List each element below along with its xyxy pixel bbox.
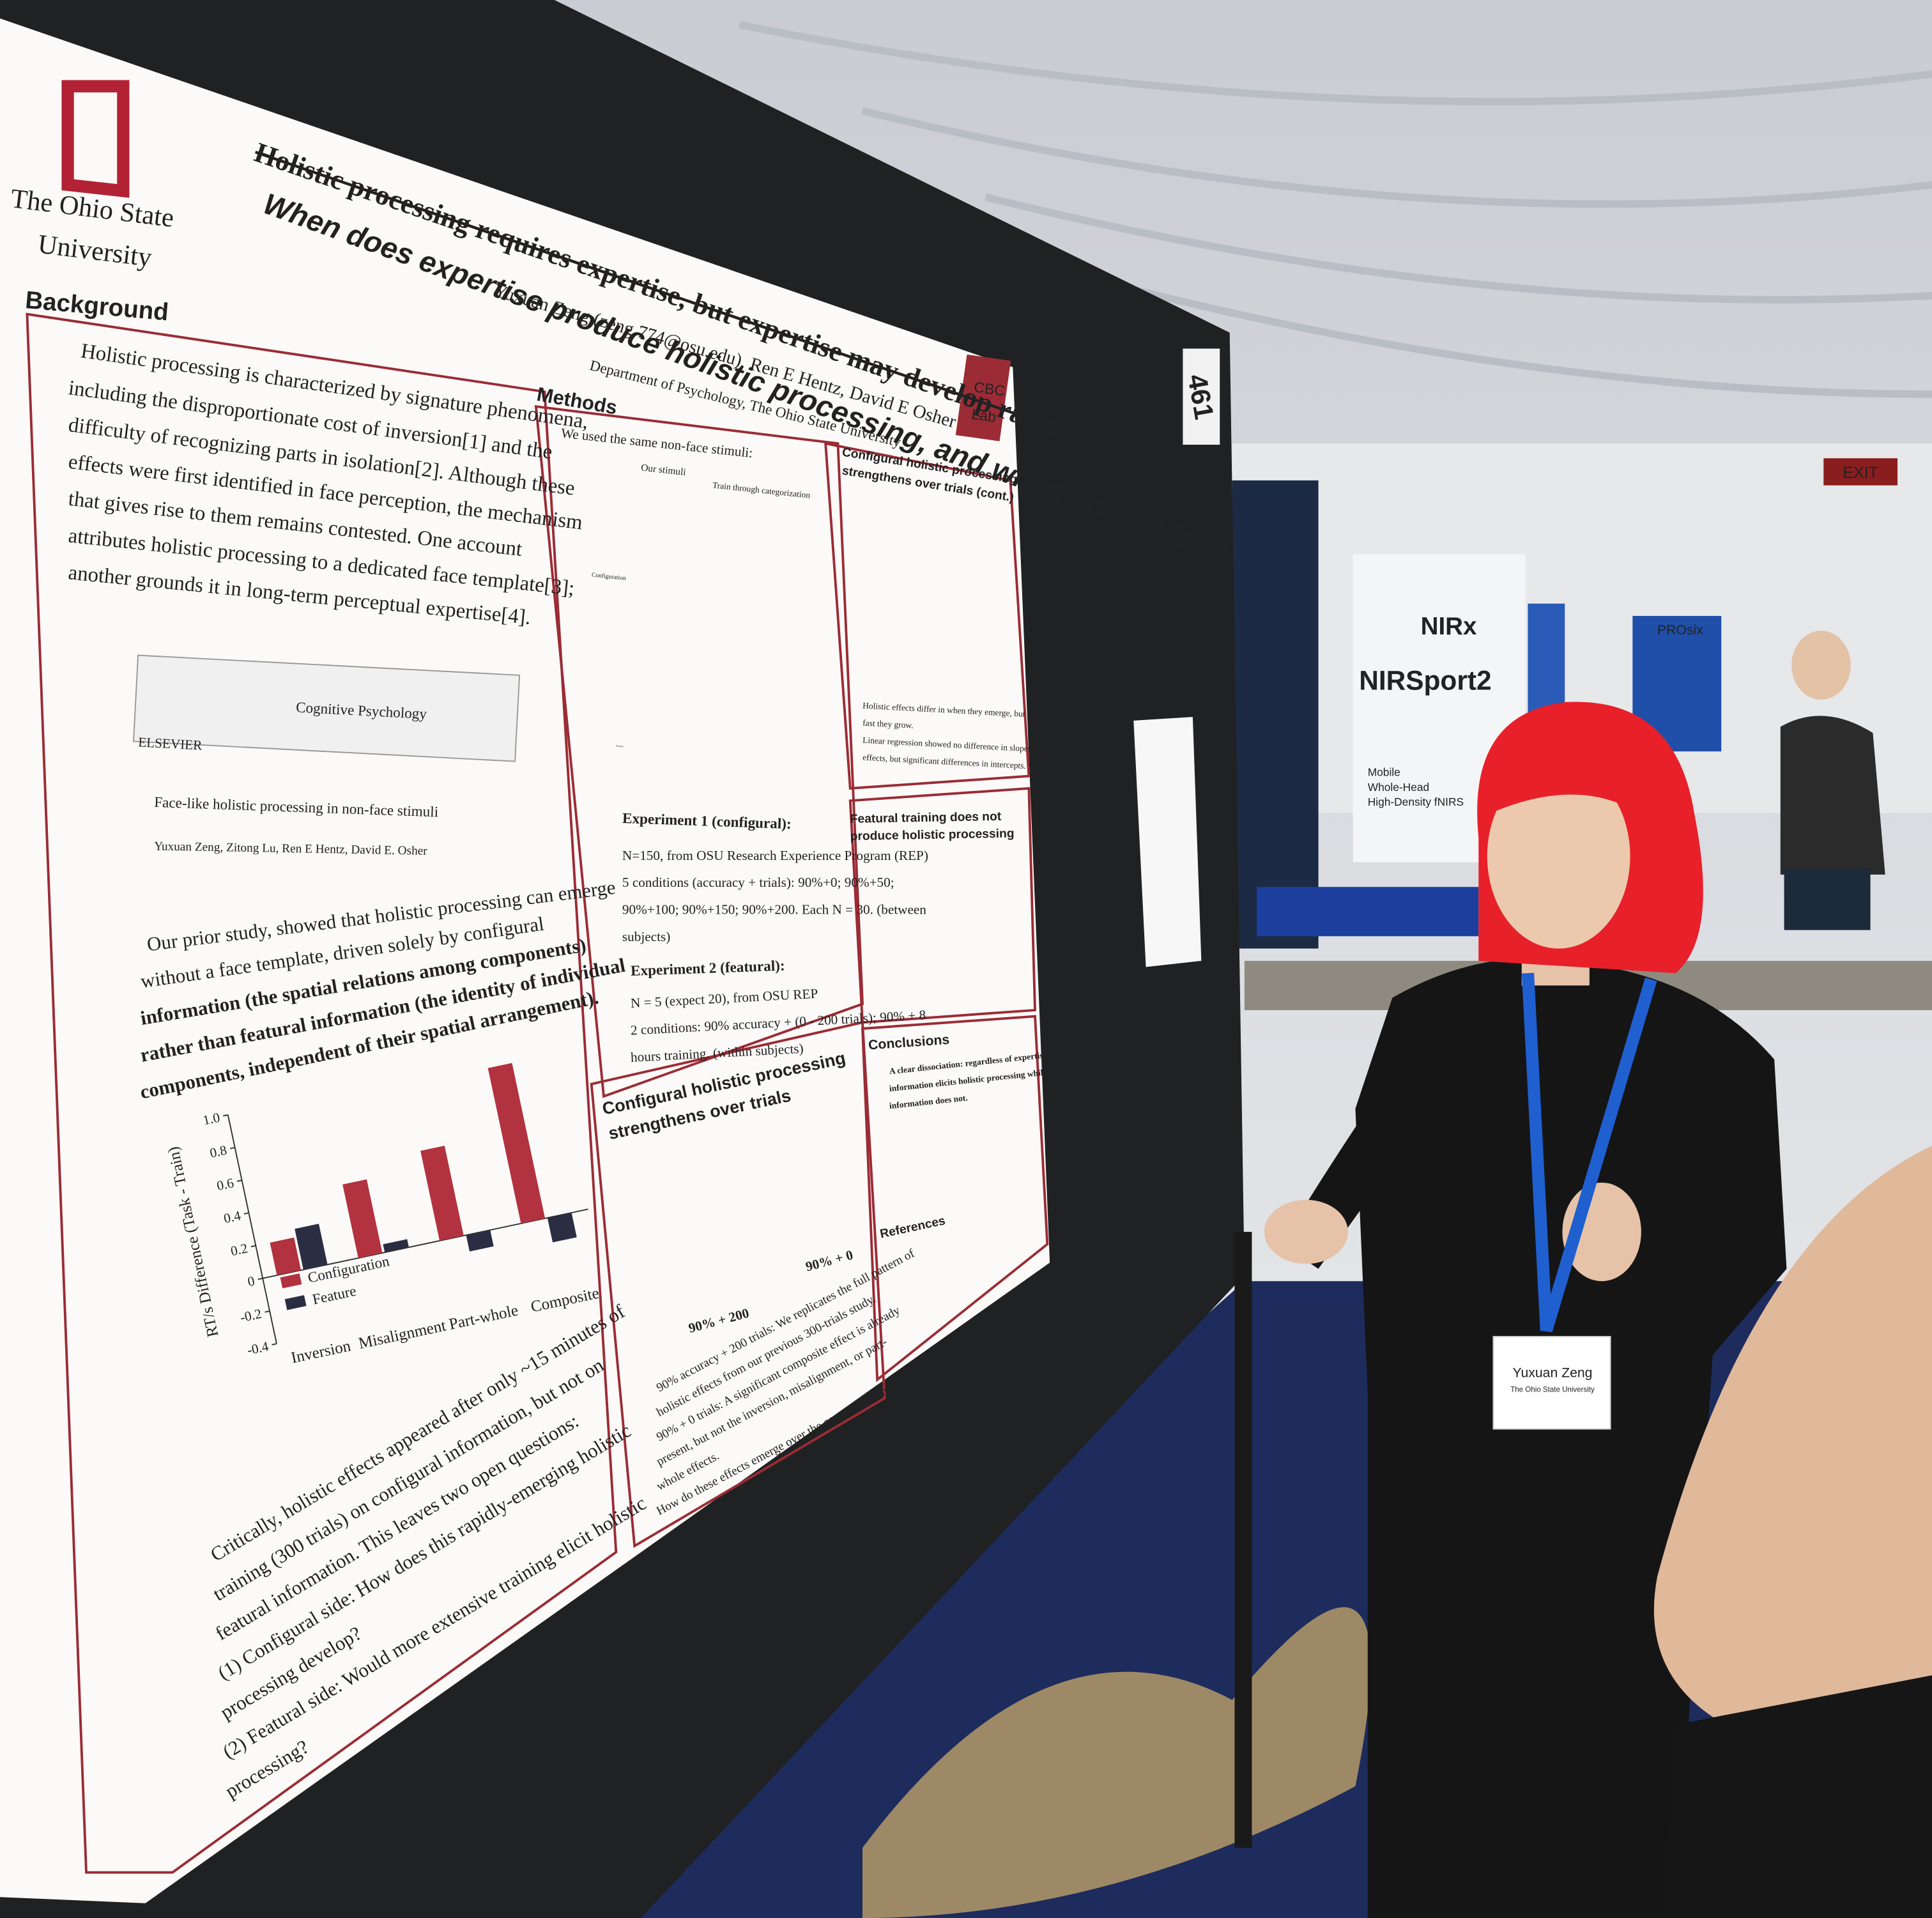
citation-box: [133, 654, 521, 762]
bar: [270, 1237, 302, 1276]
person-pants: [1784, 868, 1871, 930]
booth-brand: NIRx: [1421, 613, 1477, 640]
methods-text: Feature: [616, 744, 624, 748]
ceiling-folds: [739, 20, 1932, 398]
booth-product: NIRSport2: [1359, 666, 1491, 696]
side-banner-text: PROsix: [1657, 623, 1703, 638]
presenter-hand: [1264, 1199, 1348, 1264]
y-tick: [250, 1245, 256, 1248]
badge-affiliation: The Ohio State University: [1510, 1386, 1595, 1394]
lab-logo-text: Lab: [970, 406, 997, 426]
carpet-pattern: [862, 1607, 1371, 1918]
y-tick: [236, 1179, 242, 1182]
person-head: [1791, 631, 1851, 700]
body-text: subjects): [622, 929, 670, 944]
lab-logo-text: CBC: [973, 378, 1006, 399]
y-tick-label: 0.2: [229, 1240, 249, 1259]
bar: [383, 1239, 409, 1253]
legend-swatch: [284, 1295, 307, 1310]
fold: [1108, 279, 1932, 398]
poster: [0, 18, 1050, 1903]
y-tick: [272, 1343, 277, 1346]
featural-border: [848, 786, 1036, 1024]
body-text: N=150, from OSU Research Experience Prog…: [622, 848, 928, 863]
bar: [295, 1224, 328, 1270]
legend-swatch: [280, 1273, 302, 1289]
banner-text: High-Density fNIRS: [1368, 795, 1464, 808]
presenter-face: [1487, 763, 1630, 949]
cont-border: [824, 441, 1031, 790]
person-top: [1780, 716, 1885, 875]
banner-text: Mobile: [1368, 766, 1400, 779]
y-tick: [257, 1277, 263, 1280]
lanyard: [1521, 972, 1657, 1333]
badge-name: Yuxuan Zeng: [1513, 1366, 1593, 1381]
y-tick: [229, 1147, 235, 1149]
presenter-bangs: [1491, 749, 1639, 813]
dark-banner: [1232, 480, 1319, 949]
bar: [487, 1063, 546, 1224]
y-tick: [243, 1212, 249, 1215]
y-tick: [223, 1114, 228, 1117]
fold: [861, 107, 1932, 208]
y-tick-label: 0.4: [222, 1208, 242, 1226]
citation-publisher: ELSEVIER: [138, 734, 203, 753]
trials-border: [590, 1020, 886, 1548]
observer-arm: [1653, 1146, 1932, 1725]
left-panel-border: [26, 312, 618, 1874]
fold: [985, 193, 1932, 303]
banner-text: Whole-Head: [1368, 781, 1429, 794]
y-tick-label: 0.6: [215, 1175, 235, 1193]
bar: [420, 1146, 464, 1241]
y-axis: [227, 1114, 277, 1344]
lab-logo: [955, 354, 1011, 441]
y-tick-label: 0.8: [208, 1142, 228, 1161]
section-heading: Featural training does not: [850, 810, 1002, 826]
y-tick: [264, 1310, 270, 1313]
board-stand: [1234, 1232, 1252, 1848]
bar: [342, 1179, 383, 1259]
fold: [739, 20, 1932, 105]
exit-sign: [1823, 458, 1897, 486]
bar: [547, 1213, 577, 1243]
display-stand: [1257, 887, 1479, 937]
badge: [1492, 1335, 1611, 1430]
conclusions-border: [861, 1015, 1049, 1383]
handout-sheet: [1133, 717, 1202, 967]
body-text: 90%+100; 90%+150; 90%+200. Each N = 30. …: [622, 902, 926, 917]
bar: [466, 1230, 494, 1252]
exit-label: EXIT: [1843, 464, 1878, 482]
y-tick-label: 0: [246, 1273, 256, 1290]
body-text: 5 conditions (accuracy + trials): 90%+0;…: [622, 875, 894, 890]
methods-text: Configuration: [591, 571, 626, 582]
bullet-text: fast they grow.: [862, 718, 914, 730]
number-card: [1183, 348, 1220, 445]
y-tick-label: 1.0: [201, 1110, 221, 1128]
section-heading: produce holistic processing: [850, 827, 1014, 843]
observer-clothes: [1663, 1675, 1932, 1918]
osu-logo: [61, 80, 130, 198]
